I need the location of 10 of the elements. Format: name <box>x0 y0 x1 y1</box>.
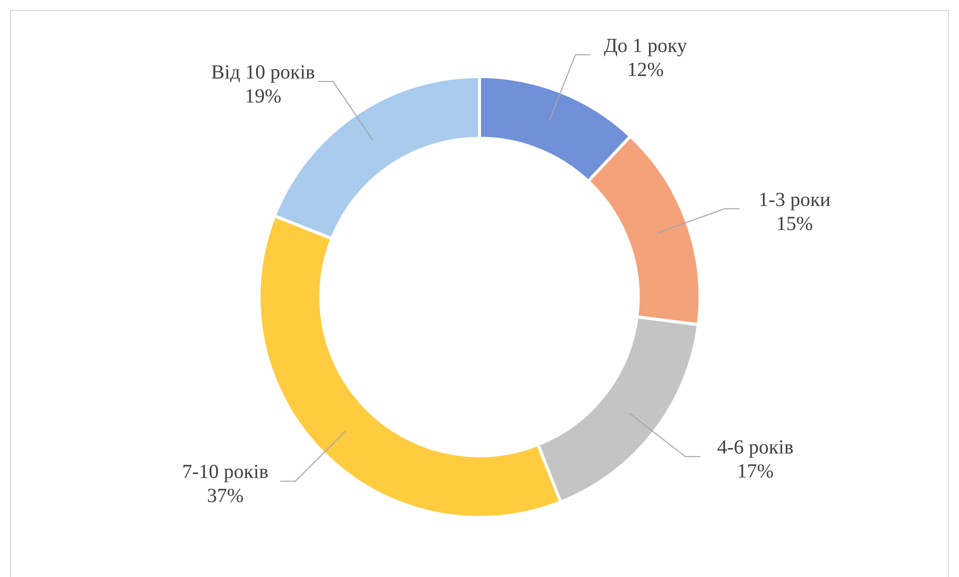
slice-label: 1-3 роки <box>758 188 831 211</box>
slice-label: Від 10 років <box>211 62 315 84</box>
data-label: 15% <box>776 212 813 235</box>
slice-label: 4-6 років <box>717 436 794 459</box>
data-label: 12% <box>627 58 664 81</box>
data-label: 19% <box>244 86 282 108</box>
slice-label: 7-10 років <box>182 461 268 484</box>
data-label: 37% <box>206 485 244 508</box>
slice-label: До 1 року <box>604 34 687 57</box>
data-label: 17% <box>737 460 774 483</box>
